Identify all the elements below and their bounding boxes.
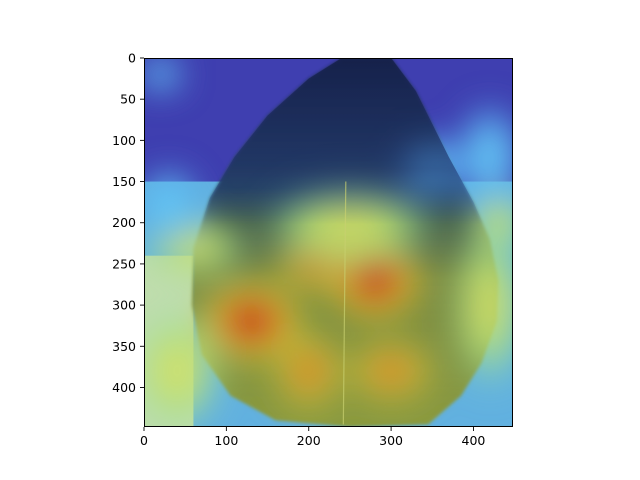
- x-tick-label: 0: [140, 433, 148, 448]
- y-tick-label: 100: [112, 133, 136, 148]
- y-tick-label: 150: [112, 174, 136, 189]
- y-tick-label: 50: [120, 92, 136, 107]
- hotspot: [452, 99, 513, 215]
- leaf-midrib: [342, 181, 347, 425]
- hotspot: [144, 165, 202, 248]
- y-axis: 0 50 100 150 200 250 300 350 400: [112, 51, 144, 395]
- x-tick-label: 400: [462, 433, 486, 448]
- x-tick-label: 100: [214, 433, 238, 448]
- axes-frame: [144, 58, 513, 427]
- y-tick-label: 350: [112, 339, 136, 354]
- x-tick-label: 300: [379, 433, 403, 448]
- axes: 0 100 200 300 400 0 50 100 150 200 250 300 350 400: [112, 51, 513, 448]
- y-tick-label: 0: [128, 51, 136, 66]
- heatmap-image: [144, 58, 513, 427]
- y-tick-label: 250: [112, 256, 136, 271]
- x-tick-label: 200: [297, 433, 321, 448]
- y-tick-label: 300: [112, 298, 136, 313]
- y-tick-label: 400: [112, 380, 136, 395]
- hotspot: [144, 58, 186, 96]
- y-tick-label: 200: [112, 215, 136, 230]
- x-axis: 0 100 200 300 400: [140, 427, 485, 448]
